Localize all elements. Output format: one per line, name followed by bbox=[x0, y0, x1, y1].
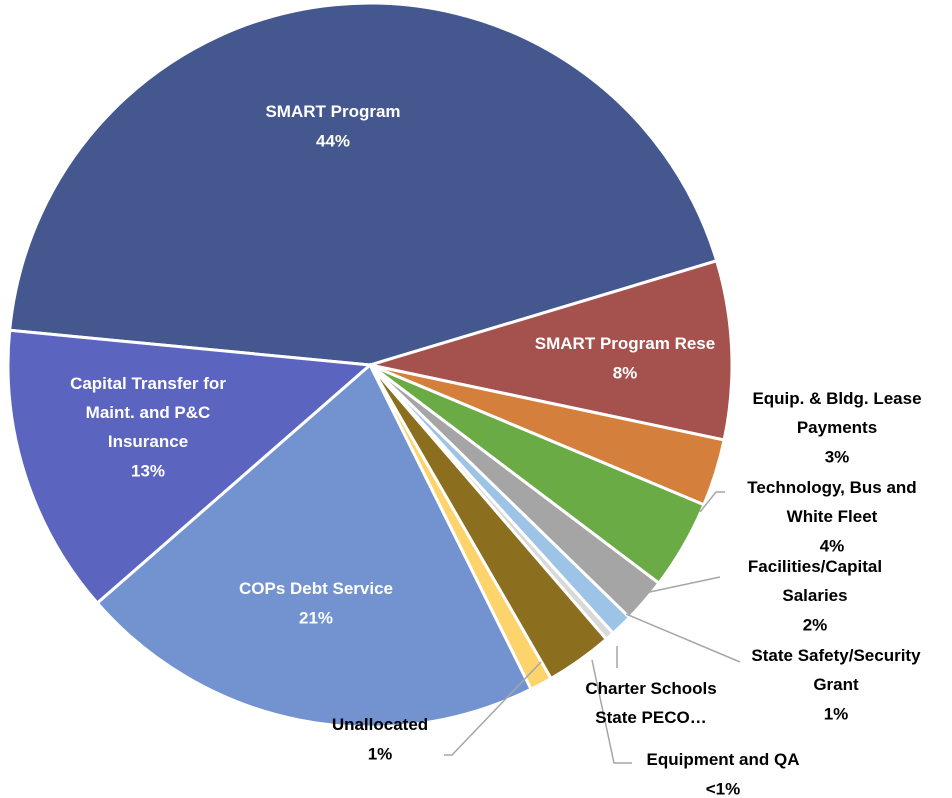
label-line: Payments bbox=[797, 418, 877, 437]
leader-line bbox=[444, 661, 542, 756]
slice-label: Capital Transfer for Maint. and P&C Insura… bbox=[70, 374, 226, 451]
slice-label: Facilities/Capital Salaries bbox=[748, 557, 882, 605]
value-label: 2% bbox=[803, 615, 828, 634]
leader-line bbox=[699, 491, 725, 513]
label-line: State PECO… bbox=[595, 708, 706, 727]
slice-label: Unallocated bbox=[332, 715, 428, 734]
value-label: 13% bbox=[131, 461, 165, 480]
label-line: Facilities/Capital bbox=[748, 557, 882, 576]
label-line: Salaries bbox=[782, 586, 847, 605]
pie-slice bbox=[95, 362, 534, 729]
label-line: Unallocated bbox=[332, 715, 428, 734]
value-label: <1% bbox=[706, 779, 741, 798]
label-line: SMART Program bbox=[265, 102, 400, 121]
labels: SMART Program 44% SMART Program Rese 8% Equi… bbox=[70, 102, 921, 798]
label-line: State Safety/Security bbox=[751, 646, 921, 665]
leader-line bbox=[644, 576, 721, 594]
slice-label: State Safety/Security Grant bbox=[751, 646, 921, 694]
pie-slice bbox=[6, 328, 374, 606]
slice-label: SMART Program bbox=[265, 102, 400, 121]
label-line: SMART Program Rese bbox=[535, 334, 715, 353]
label-line: Technology, Bus and bbox=[747, 478, 916, 497]
value-label: 4% bbox=[820, 536, 845, 555]
label-line: Capital Transfer for bbox=[70, 374, 226, 393]
slice-label: SMART Program Rese bbox=[535, 334, 715, 353]
value-label: 44% bbox=[316, 131, 350, 150]
label-line: Maint. and P&C bbox=[86, 403, 211, 422]
label-line: Insurance bbox=[108, 432, 188, 451]
label-line: Equipment and QA bbox=[647, 750, 800, 769]
value-label: 21% bbox=[299, 608, 333, 627]
leader-line bbox=[625, 613, 741, 663]
value-label: 1% bbox=[368, 744, 393, 763]
slice-label: Technology, Bus and White Fleet bbox=[747, 478, 916, 526]
label-line: Equip. & Bldg. Lease bbox=[752, 389, 921, 408]
pie-slice bbox=[369, 258, 734, 442]
leader-line bbox=[591, 659, 632, 764]
label-line: Grant bbox=[813, 675, 859, 694]
pie-slice bbox=[8, 1, 719, 367]
slice-label: Equipment and QA bbox=[647, 750, 800, 769]
label-line: COPs Debt Service bbox=[239, 579, 393, 598]
slice-label: Equip. & Bldg. Lease Payments bbox=[752, 389, 921, 437]
slices bbox=[6, 1, 734, 729]
slice-label: Charter Schools State PECO… bbox=[585, 679, 716, 727]
slice-label: COPs Debt Service bbox=[239, 579, 393, 598]
value-label: 1% bbox=[824, 704, 849, 723]
value-label: 3% bbox=[825, 447, 850, 466]
label-line: White Fleet bbox=[787, 507, 878, 526]
value-label: 8% bbox=[613, 363, 638, 382]
label-line: Charter Schools bbox=[585, 679, 716, 698]
